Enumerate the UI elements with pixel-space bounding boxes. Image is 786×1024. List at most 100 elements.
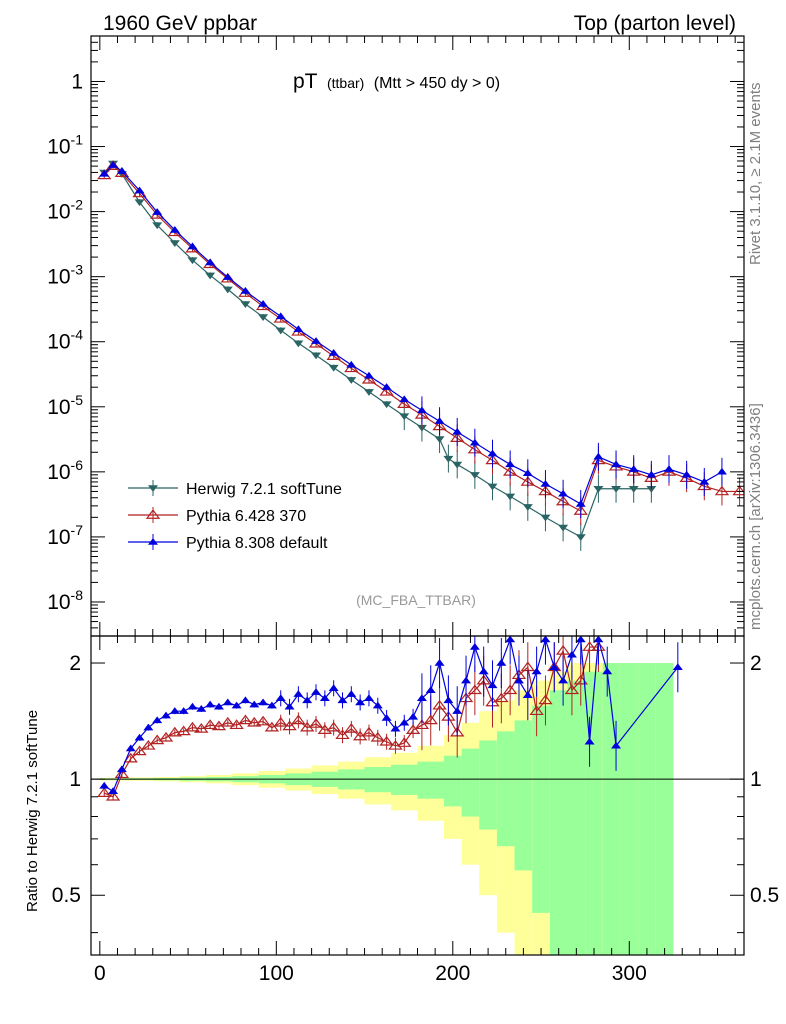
- data-point: [187, 242, 198, 250]
- ratio-data-point: [408, 712, 419, 720]
- data-point: [187, 257, 198, 265]
- ratio-y-tick-label: 0.5: [750, 884, 779, 907]
- y-tick-label: 10-3: [47, 262, 83, 289]
- ratio-data-point: [388, 739, 403, 750]
- legend-label: Herwig 7.2.1 softTune: [186, 481, 342, 498]
- ratio-data-point: [467, 684, 483, 695]
- ratio-data-point: [240, 696, 251, 704]
- data-point: [399, 395, 410, 403]
- data-point: [469, 438, 480, 446]
- legend-label: Pythia 6.428 370: [186, 508, 306, 525]
- ratio-data-point: [390, 724, 401, 732]
- ratio-data-point: [425, 686, 436, 693]
- ratio-data-point: [255, 715, 271, 726]
- y-tick-label: 10-8: [47, 587, 83, 614]
- ratio-data-point: [502, 684, 518, 695]
- data-point: [522, 504, 533, 511]
- ratio-data-point: [134, 733, 145, 741]
- data-point: [240, 287, 251, 294]
- ratio-y-tick-label: 0.5: [52, 884, 81, 907]
- band-inner: [620, 663, 639, 955]
- ratio-y-tick-label: 2: [750, 652, 762, 675]
- data-point: [416, 406, 427, 414]
- ratio-data-point: [326, 721, 341, 732]
- ratio-data-point: [97, 787, 112, 797]
- ratio-data-point: [397, 737, 412, 747]
- data-point: [593, 486, 604, 493]
- ratio-data-point: [213, 702, 224, 710]
- legend-marker: [148, 485, 158, 493]
- data-point: [716, 467, 727, 475]
- ratio-data-point: [434, 658, 445, 666]
- band-inner: [391, 764, 418, 795]
- ratio-data-point: [370, 731, 385, 742]
- ratio-data-point: [311, 688, 322, 695]
- data-point: [575, 500, 586, 507]
- ratio-y-tick-label: 1: [69, 768, 81, 791]
- ratio-data-point: [363, 694, 374, 702]
- data-point: [443, 455, 454, 463]
- legend-label: Pythia 8.308 default: [186, 535, 328, 552]
- ratio-data-point: [469, 642, 480, 650]
- ratio-y-tick-label: 1: [750, 768, 762, 791]
- ratio-data-point: [161, 711, 172, 719]
- x-tick-label: 0: [94, 962, 106, 985]
- ratio-data-point: [328, 684, 339, 691]
- data-point: [205, 272, 216, 280]
- mcplots-label: mcplots.cern.ch [arXiv:1306.3436]: [747, 403, 764, 630]
- ratio-data-point: [125, 744, 136, 752]
- data-point: [646, 470, 657, 478]
- ratio-data-point: [178, 707, 189, 714]
- band-inner: [496, 731, 515, 847]
- data-point: [108, 160, 119, 168]
- ratio-data-point: [531, 667, 542, 675]
- ratio-data-point: [602, 667, 613, 675]
- ratio-data-point: [487, 681, 498, 689]
- data-point: [611, 486, 622, 493]
- band-inner: [638, 663, 656, 955]
- data-point: [452, 427, 463, 435]
- plot-title-main: pT: [293, 70, 318, 93]
- data-point: [152, 208, 163, 215]
- ratio-data-point: [152, 716, 163, 724]
- data-point: [328, 348, 339, 356]
- data-point: [611, 460, 622, 468]
- ratio-data-point: [611, 741, 622, 749]
- uncertainty-band: [99, 663, 674, 955]
- ratio-data-point: [584, 737, 595, 745]
- series-line: [103, 165, 740, 512]
- data-point: [699, 477, 710, 485]
- main-plot-series: [97, 160, 744, 551]
- ratio-data-point: [414, 719, 430, 730]
- ratio-data-point: [432, 699, 447, 710]
- ratio-data-point: [231, 701, 242, 709]
- ratio-data-point: [522, 691, 533, 698]
- ratio-data-point: [372, 701, 383, 709]
- ratio-data-point: [264, 721, 280, 732]
- ratio-data-point: [291, 714, 306, 725]
- plot-title-sub2: (Mtt > 450 dy > 0): [374, 75, 500, 92]
- ratio-data-point: [549, 663, 560, 670]
- ratio-data-point: [114, 768, 130, 779]
- data-point: [152, 222, 163, 230]
- ratio-plot-series: [97, 636, 683, 801]
- y-tick-label: 10-1: [47, 132, 83, 159]
- data-point: [222, 286, 233, 294]
- axes: 1 10-1 10-2 10-3 10-4 10-5 10-6 10-7 10-8 0 100 200…: [47, 35, 779, 985]
- data-point: [328, 364, 339, 372]
- y-tick-label: 10-2: [47, 197, 83, 224]
- data-point: [593, 452, 604, 460]
- ratio-data-point: [222, 698, 233, 706]
- data-point: [381, 401, 392, 409]
- data-point: [452, 461, 463, 469]
- data-point: [469, 472, 480, 479]
- ratio-data-point: [205, 700, 216, 708]
- data-point: [258, 299, 269, 307]
- ratio-data-point: [202, 719, 218, 730]
- ratio-data-point: [558, 676, 569, 684]
- ratio-data-point: [266, 701, 277, 709]
- data-point: [487, 483, 498, 491]
- ratio-data-point: [399, 718, 410, 726]
- ratio-data-point: [249, 700, 260, 708]
- ratio-data-point: [505, 636, 516, 643]
